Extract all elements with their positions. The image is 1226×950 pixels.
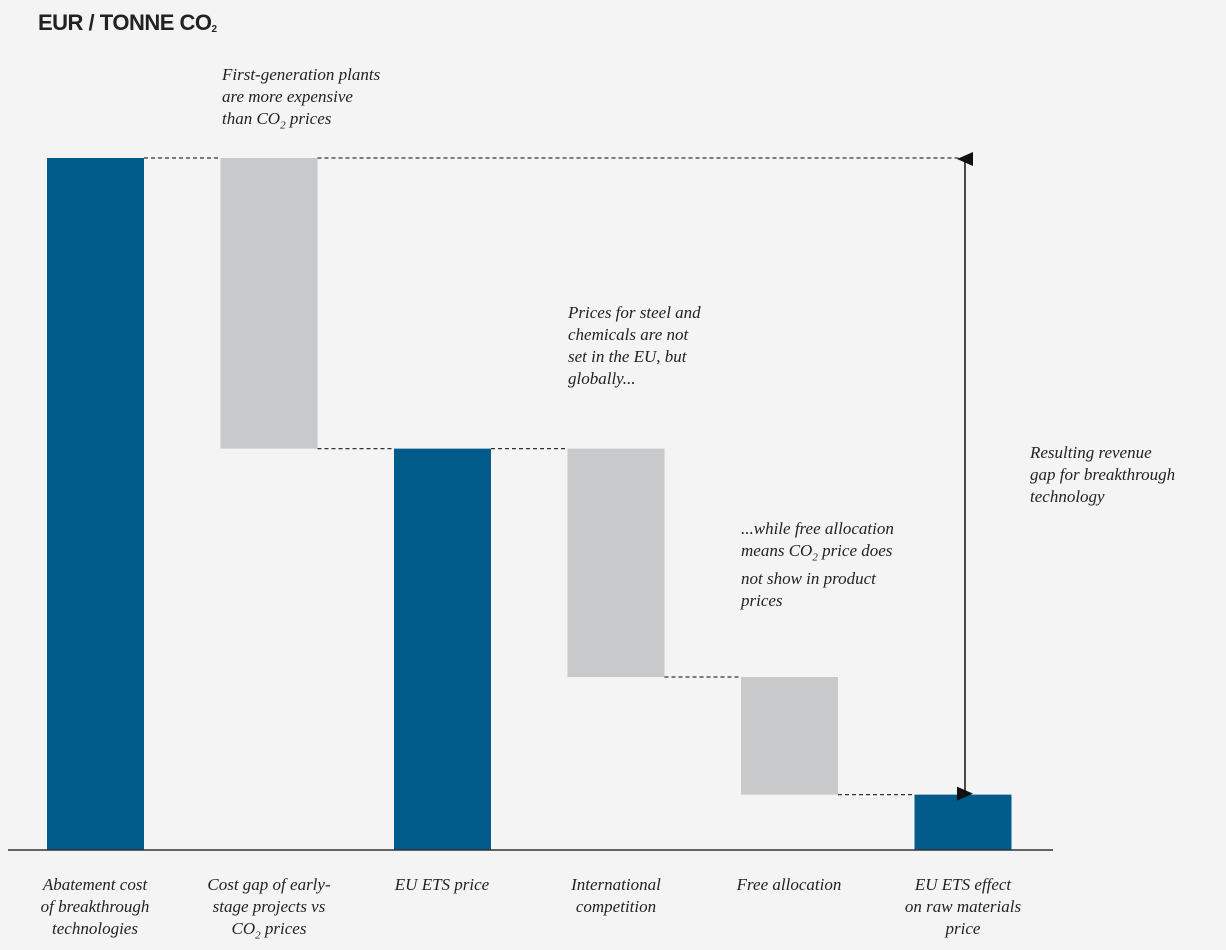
annotation-revenue-gap: Resulting revenue gap for breakthrough tec… bbox=[1030, 443, 1176, 506]
waterfall-bar-4 bbox=[741, 677, 838, 795]
annotation-first-generation: First-generation plants are more expensiv… bbox=[222, 65, 381, 132]
waterfall-bar-2 bbox=[394, 448, 491, 850]
category-label: EU ETS price bbox=[394, 875, 490, 894]
y-axis-label: EUR / TONNE CO2 bbox=[38, 10, 217, 35]
category-label: Cost gap of early-stage projects vs CO2 p… bbox=[207, 875, 331, 942]
category-label: International competition bbox=[571, 875, 661, 916]
annotation-global-prices: Prices for steel and chemicals are not set… bbox=[568, 303, 701, 388]
category-label: Abatement cost of breakthrough technologie… bbox=[40, 875, 150, 938]
waterfall-bar-0 bbox=[47, 158, 144, 850]
annotation-free-allocation: ...while free allocation means CO2 price … bbox=[741, 519, 894, 611]
waterfall-bar-5 bbox=[914, 794, 1012, 850]
waterfall-bar-3 bbox=[567, 448, 665, 677]
waterfall-bar-1 bbox=[220, 158, 318, 449]
category-label: EU ETS effect on raw materials price bbox=[904, 875, 1022, 938]
category-label: Free allocation bbox=[736, 875, 842, 894]
